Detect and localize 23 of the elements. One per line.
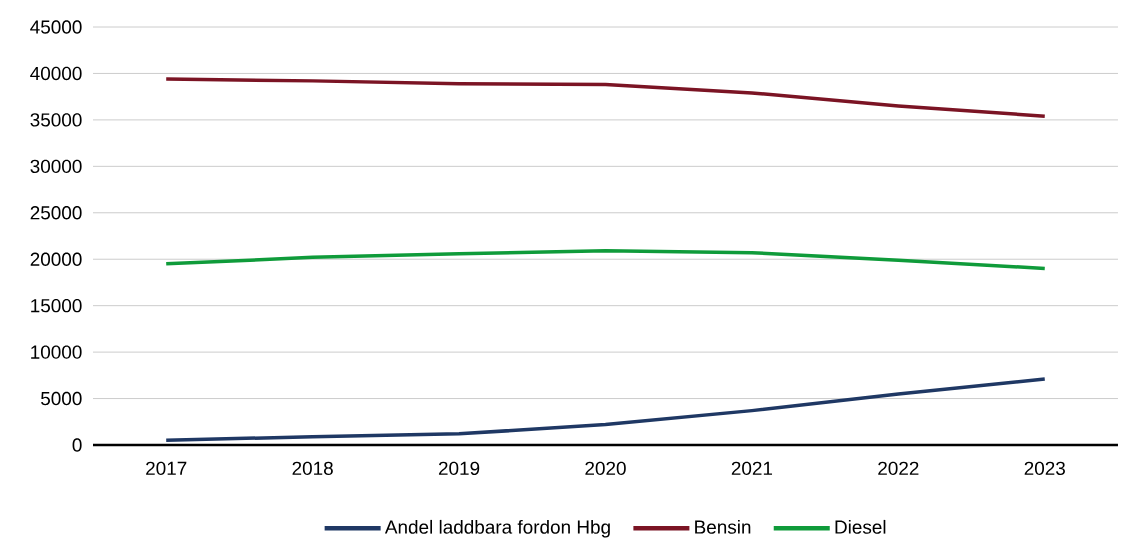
y-tick-label: 35000 bbox=[30, 113, 82, 127]
y-tick-label: 20000 bbox=[30, 252, 82, 266]
line-series bbox=[164, 249, 1047, 271]
y-tick-label: 30000 bbox=[30, 159, 82, 174]
line-series bbox=[164, 377, 1047, 443]
legend-label: Diesel bbox=[835, 519, 886, 534]
legend-label: Bensin bbox=[695, 519, 751, 534]
x-tick-label: 2021 bbox=[731, 461, 773, 476]
y-tick-label: 40000 bbox=[30, 66, 82, 81]
y-tick-label: 45000 bbox=[30, 20, 82, 34]
x-tick-label: 2023 bbox=[1024, 461, 1065, 476]
x-tick-label: 2020 bbox=[585, 461, 626, 476]
y-tick-label: 15000 bbox=[31, 298, 82, 313]
line-series bbox=[164, 77, 1047, 118]
y-tick-label: 25000 bbox=[30, 206, 82, 220]
x-tick-label: 2017 bbox=[146, 461, 187, 476]
x-tick-label: 2019 bbox=[438, 461, 480, 476]
y-tick-label: 5000 bbox=[41, 391, 82, 406]
y-tick-label: 10000 bbox=[31, 345, 82, 359]
legend-label: Andel laddbara fordon Hbg bbox=[384, 519, 610, 538]
x-tick-label: 2018 bbox=[292, 461, 333, 476]
y-tick-label: 0 bbox=[72, 438, 82, 452]
x-tick-label: 2022 bbox=[878, 461, 919, 476]
